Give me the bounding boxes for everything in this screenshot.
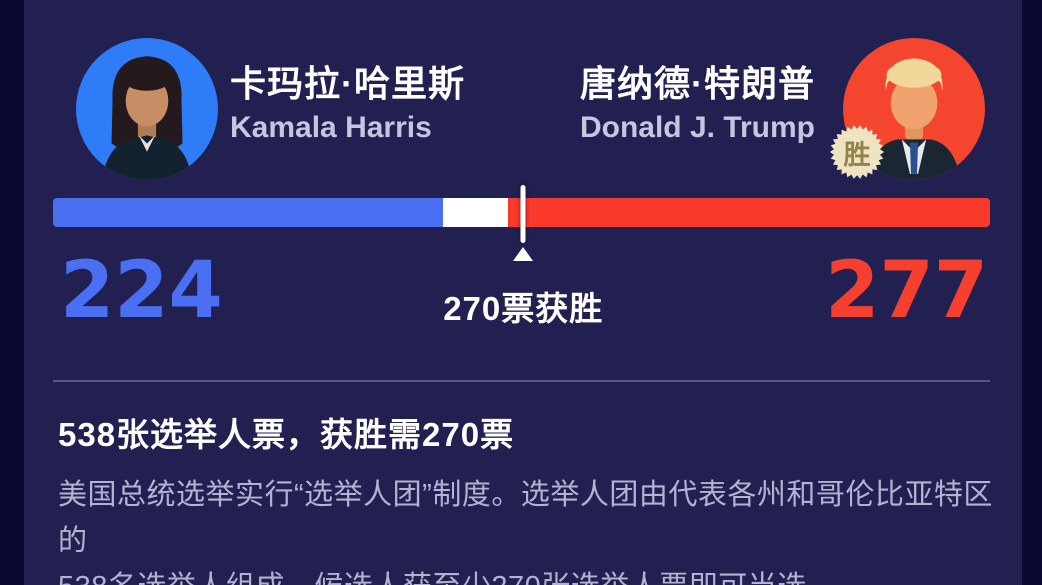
electoral-bar-track bbox=[53, 198, 990, 227]
bar-uncalled-segment bbox=[443, 198, 508, 227]
threshold-marker-line bbox=[520, 185, 526, 243]
trump-vote-count: 277 bbox=[825, 246, 988, 336]
harris-vote-count: 224 bbox=[60, 246, 223, 336]
trump-name-block: 唐纳德·特朗普 Donald J. Trump bbox=[580, 62, 815, 146]
winner-seal-icon bbox=[829, 125, 885, 179]
harris-name-block: 卡玛拉·哈里斯 Kamala Harris bbox=[230, 62, 465, 146]
info-paragraph-line1: 美国总统选举实行“选举人团”制度。选举人团由代表各州和哥伦比亚特区的 bbox=[58, 479, 993, 557]
section-divider bbox=[53, 380, 990, 382]
harris-avatar bbox=[76, 38, 218, 180]
bar-trump-segment bbox=[507, 198, 990, 227]
harris-portrait-illustration bbox=[102, 56, 192, 180]
trump-avatar bbox=[843, 38, 985, 180]
trump-portrait-illustration bbox=[867, 58, 961, 180]
harris-name-en: Kamala Harris bbox=[230, 111, 432, 144]
threshold-pointer-triangle bbox=[513, 247, 534, 261]
info-heading: 538张选举人票，获胜需270票 bbox=[58, 416, 515, 453]
winner-badge: 胜 bbox=[829, 124, 885, 180]
info-paragraph-line2: 538名选举人组成，候选人获至少270张选举人票即可当选。 bbox=[58, 564, 998, 585]
info-paragraph: 美国总统选举实行“选举人团”制度。选举人团由代表各州和哥伦比亚特区的 538名选… bbox=[58, 472, 998, 585]
threshold-label: 270票获胜 bbox=[443, 290, 604, 327]
results-panel: 卡玛拉·哈里斯 Kamala Harris 唐纳德·特朗普 Donald J. … bbox=[24, 0, 1022, 585]
electoral-bar: 270票获胜 bbox=[53, 185, 990, 327]
trump-name-en: Donald J. Trump bbox=[579, 111, 815, 144]
trump-name-zh: 唐纳德·特朗普 bbox=[580, 63, 815, 104]
winner-badge-label: 胜 bbox=[843, 139, 871, 170]
harris-name-zh: 卡玛拉·哈里斯 bbox=[230, 63, 465, 104]
bar-harris-segment bbox=[53, 198, 444, 227]
